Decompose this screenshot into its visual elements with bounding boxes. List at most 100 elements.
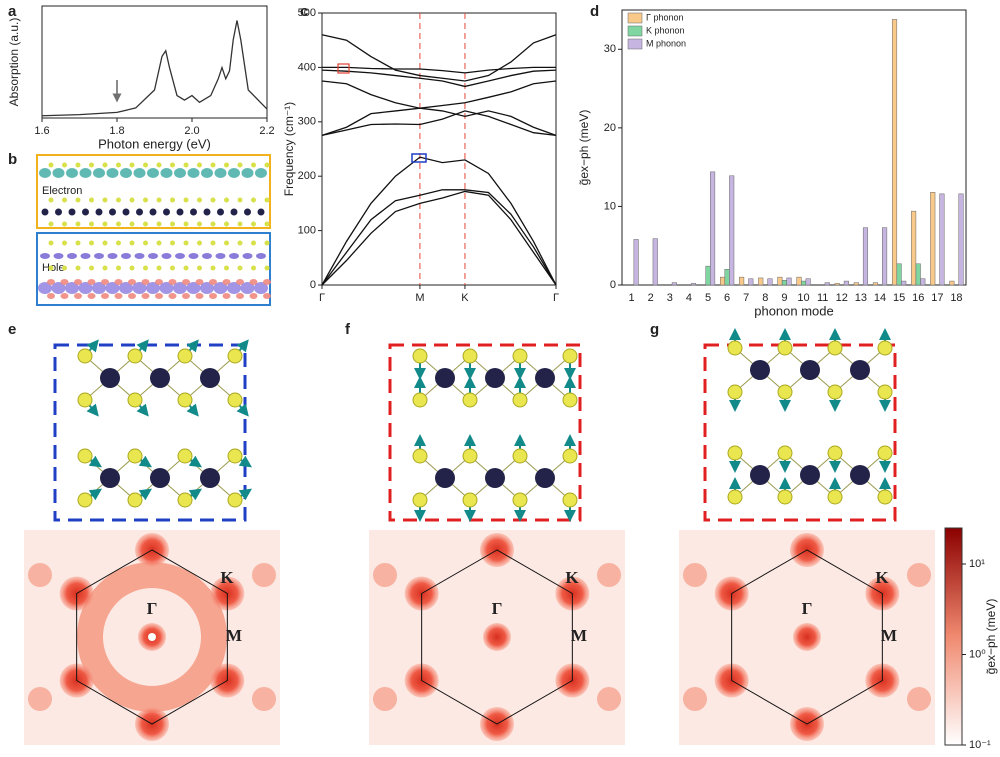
atom: [727, 384, 743, 400]
orbital: [74, 293, 82, 299]
legend-swatch: [627, 12, 643, 24]
atom: [264, 197, 270, 203]
atom: [136, 208, 143, 216]
atom: [264, 240, 270, 246]
orbital: [146, 282, 160, 294]
atom: [143, 265, 148, 271]
atom: [197, 221, 202, 227]
orbital: [161, 253, 172, 259]
y-axis-label: g̃ex−ph (meV): [577, 110, 591, 186]
atom: [100, 468, 120, 488]
orbital: [65, 282, 79, 294]
atom: [149, 208, 157, 216]
orbital: [114, 293, 123, 299]
atom: [156, 240, 162, 246]
atom: [48, 240, 54, 246]
brillouin-zone: [421, 549, 573, 725]
atom: [224, 265, 229, 271]
bar: [872, 282, 878, 286]
orbital: [51, 282, 66, 294]
bar: [739, 276, 745, 286]
orbital: [213, 282, 228, 294]
atom: [435, 368, 455, 388]
atom: [55, 208, 62, 216]
atom: [127, 492, 143, 508]
orbital: [93, 168, 105, 178]
x-tick-label: 1.8: [109, 125, 124, 137]
atom: [535, 468, 555, 488]
atom: [190, 208, 197, 216]
orbital: [47, 293, 55, 299]
atom: [412, 492, 428, 508]
bar: [805, 278, 811, 286]
atom: [129, 221, 135, 227]
orbital: [60, 279, 69, 285]
atom: [89, 162, 94, 168]
orbital: [215, 253, 226, 259]
atom: [48, 265, 54, 271]
atom: [850, 360, 870, 380]
orbital: [174, 168, 186, 178]
atom: [102, 240, 108, 246]
orbital: [105, 282, 120, 294]
atom: [462, 348, 478, 364]
atom: [68, 208, 76, 216]
atom: [210, 265, 216, 271]
atom: [264, 221, 270, 227]
m-label: M: [226, 626, 242, 645]
atom: [197, 162, 202, 168]
atom: [485, 368, 505, 388]
bar: [719, 276, 726, 286]
atom: [127, 348, 143, 364]
bar: [786, 277, 792, 286]
atom: [177, 448, 193, 464]
atom: [150, 368, 170, 388]
bar: [633, 239, 639, 286]
plot-frame: [321, 12, 557, 286]
atom: [462, 492, 478, 508]
highlight-box: [411, 153, 427, 163]
blob: [373, 563, 397, 587]
atom: [129, 197, 135, 203]
atom: [183, 265, 189, 271]
panel-label: g: [650, 321, 659, 338]
orbital: [173, 282, 187, 294]
atom: [170, 265, 175, 271]
y-tick-label: 500: [298, 7, 316, 19]
orbital: [236, 293, 244, 299]
atom: [177, 348, 193, 364]
x-tick-label: 13: [855, 292, 867, 304]
atom: [877, 340, 893, 356]
orbital: [241, 168, 254, 178]
atom: [89, 240, 94, 246]
orbital: [236, 279, 244, 285]
x-tick-label: 17: [931, 292, 943, 304]
atom: [827, 340, 843, 356]
atom: [62, 265, 67, 271]
atom: [237, 265, 243, 271]
atom: [77, 348, 93, 364]
orbital: [263, 293, 271, 299]
atom: [251, 162, 256, 168]
m-label: M: [881, 626, 897, 645]
atom: [143, 221, 148, 227]
atom: [89, 221, 94, 227]
atom: [75, 197, 81, 203]
orbital: [80, 253, 91, 259]
blob: [907, 687, 931, 711]
orbital: [188, 253, 199, 259]
atom: [210, 197, 216, 203]
atom: [244, 208, 251, 216]
atom: [156, 162, 162, 168]
atom: [227, 392, 243, 408]
atom: [170, 221, 175, 227]
atom: [183, 240, 189, 246]
y-tick-label: 100: [298, 225, 316, 237]
orbital: [229, 253, 239, 259]
atom: [562, 392, 578, 408]
brillouin-zone: [76, 549, 228, 725]
blob: [793, 623, 821, 651]
orbital: [147, 168, 159, 178]
atom: [156, 197, 162, 203]
